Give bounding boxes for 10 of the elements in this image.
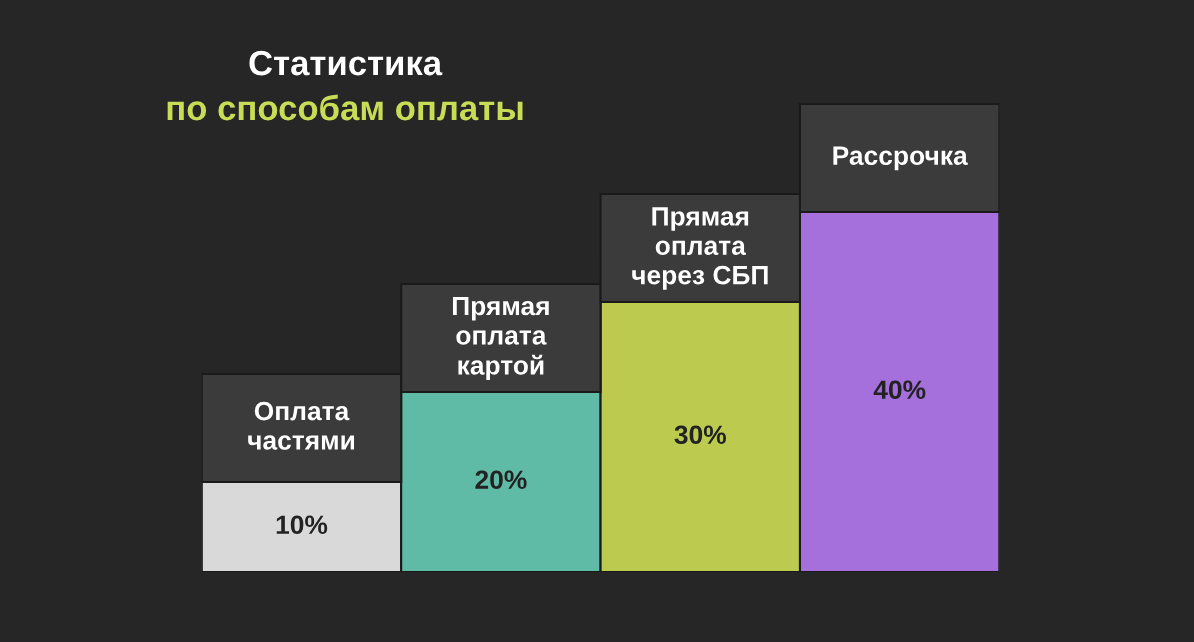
chart-subtitle: по способам оплаты xyxy=(167,94,523,121)
chart-title: Статистика xyxy=(249,50,443,76)
data-label: 40% xyxy=(873,380,926,400)
data-label: 10% xyxy=(276,515,328,535)
x-tick-label: Прямая оплата картой xyxy=(452,296,549,380)
x-tick-label: Оплата частями xyxy=(248,401,355,450)
data-label: 20% xyxy=(475,470,527,490)
data-label: 30% xyxy=(674,425,726,445)
x-tick-label: Прямая оплата через СБП xyxy=(632,207,768,290)
x-tick-label: Рассрочка xyxy=(833,146,968,171)
